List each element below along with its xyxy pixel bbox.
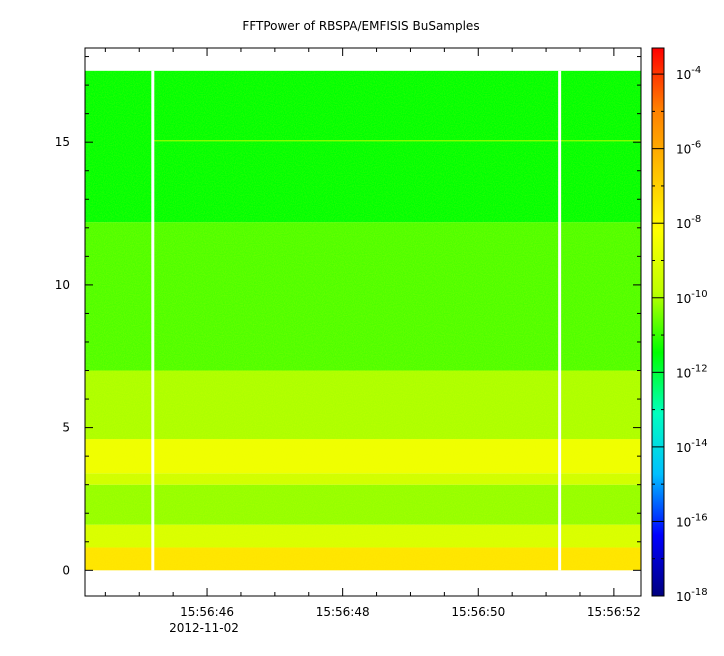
colorbar-tick-label: 10-14 [676, 438, 708, 455]
colorbar-tick-label: 10-12 [676, 363, 708, 380]
spectrogram-speckle [85, 70, 641, 571]
x-tick-label: 15:56:52 [587, 605, 641, 619]
chart-title: FFTPower of RBSPA/EMFISIS BuSamples [242, 19, 479, 33]
x-date-label: 2012-11-02 [169, 621, 239, 635]
colorbar-tick-label: 10-18 [676, 587, 708, 604]
data-gap [151, 70, 155, 571]
plot-frame [84, 47, 642, 597]
data-gap [558, 70, 562, 571]
colorbar-ticks: 10-4 10-6 10-8 10-10 10-12 10-14 10-16 10-18 [652, 65, 708, 604]
x-tick-label: 15:56:50 [451, 605, 505, 619]
colorbar-scale [651, 47, 665, 597]
y-tick-label: 10 [55, 278, 70, 292]
y-tick-label: 15 [55, 135, 70, 149]
colorbar-tick-label: 10-4 [676, 65, 701, 82]
x-tick-label: 15:56:48 [316, 605, 370, 619]
colorbar-tick-label: 10-6 [676, 140, 701, 157]
y-axis: 0 5 10 15 [55, 56, 641, 577]
spectrogram-heatmap [85, 70, 641, 571]
y-tick-label: 5 [62, 421, 70, 435]
colorbar-tick-label: 10-10 [676, 289, 708, 306]
x-tick-label: 15:56:46 [180, 605, 234, 619]
x-axis: 15:56:46 15:56:48 15:56:50 15:56:52 [104, 48, 641, 619]
colorbar: 10-4 10-6 10-8 10-10 10-12 10-14 10-16 10-18 [651, 47, 708, 604]
colorbar-tick-label: 10-8 [676, 214, 701, 231]
y-tick-label: 0 [62, 563, 70, 577]
colorbar-tick-label: 10-16 [676, 512, 708, 529]
